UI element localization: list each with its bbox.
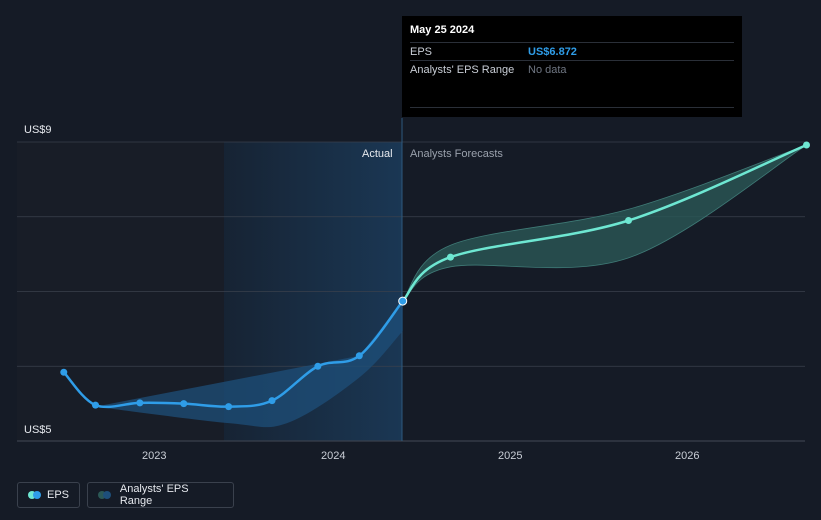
- eps-point[interactable]: [268, 397, 276, 405]
- tooltip-range-row: Analysts' EPS Range No data: [410, 60, 734, 78]
- eps-point[interactable]: [136, 399, 144, 407]
- eps-point[interactable]: [355, 352, 363, 360]
- forecast-point[interactable]: [447, 253, 455, 261]
- hover-tooltip: May 25 2024 EPS US$6.872 Analysts' EPS R…: [402, 16, 742, 117]
- legend-range-button[interactable]: Analysts' EPS Range: [87, 482, 234, 508]
- y-axis-max-label: US$9: [24, 124, 52, 136]
- eps-point[interactable]: [398, 296, 408, 306]
- legend-range-label: Analysts' EPS Range: [119, 483, 189, 507]
- x-tick-2025: 2025: [498, 450, 523, 462]
- actual-label: Actual: [362, 148, 393, 160]
- tooltip-range-value: No data: [528, 63, 567, 76]
- past-eps-range-band: [95, 301, 403, 428]
- forecast-point[interactable]: [803, 141, 811, 149]
- forecast-line: [401, 143, 807, 303]
- forecast-point[interactable]: [625, 216, 633, 224]
- tooltip-range-label: Analysts' EPS Range: [410, 63, 515, 76]
- eps-point[interactable]: [314, 362, 322, 370]
- range-swatch-icon: [98, 491, 112, 499]
- tooltip-eps-label: EPS: [410, 45, 433, 58]
- tooltip-eps-row: EPS US$6.872: [410, 42, 734, 60]
- legend-eps-label: EPS: [46, 489, 69, 501]
- eps-point[interactable]: [60, 368, 68, 376]
- forecast-label: Analysts Forecasts: [410, 148, 503, 160]
- x-tick-2024: 2024: [321, 450, 346, 462]
- eps-point[interactable]: [180, 400, 188, 408]
- x-tick-2023: 2023: [142, 450, 167, 462]
- y-axis-min-label: US$5: [24, 424, 52, 436]
- tooltip-date: May 25 2024: [410, 24, 475, 36]
- tooltip-divider: [410, 107, 734, 108]
- x-tick-2026: 2026: [675, 450, 700, 462]
- legend-eps-button[interactable]: EPS: [17, 482, 80, 508]
- tooltip-eps-value: US$6.872: [528, 45, 577, 58]
- eps-point[interactable]: [225, 403, 233, 411]
- eps-swatch-icon: [28, 491, 41, 499]
- eps-point[interactable]: [91, 401, 99, 409]
- forecast-eps-range-band: [402, 144, 807, 302]
